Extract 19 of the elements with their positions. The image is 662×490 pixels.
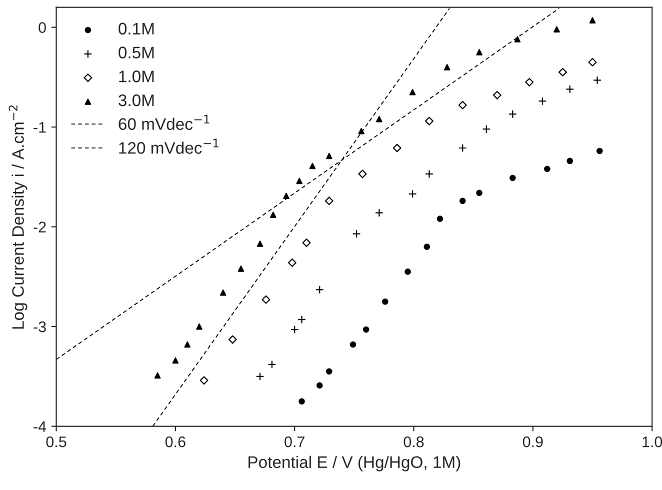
- y-tick-label: -2: [34, 222, 46, 232]
- legend-label: 1.0M: [119, 70, 154, 82]
- legend-label: 60 mVdec$^{−1}$: [118, 114, 210, 130]
- y-tick-label: 0: [38, 22, 46, 33]
- legend-label: 0.5M: [118, 46, 154, 58]
- y-tick-label: -3: [34, 321, 46, 332]
- y-tick-label: -4: [34, 421, 46, 432]
- x-tick-label: 1.0: [642, 436, 662, 448]
- x-tick-label: 0.6: [165, 436, 186, 448]
- y-tick-label: -1: [34, 122, 46, 133]
- legend-label: 3.0M: [118, 94, 154, 106]
- x-axis-title: Potential E / V (Hg/HgO, 1M): [248, 456, 460, 472]
- legend-label: 120 mVdec$^{−1}$: [119, 138, 219, 154]
- y-axis-title: Log Current Density i / A.cm$^{−2}$: [8, 105, 28, 329]
- x-tick-label: 0.9: [522, 436, 543, 448]
- x-tick-label: 0.8: [404, 436, 424, 448]
- legend-label: 0.1M: [118, 22, 154, 35]
- x-tick-label: 0.5: [46, 436, 66, 448]
- x-tick-label: 0.7: [284, 436, 304, 448]
